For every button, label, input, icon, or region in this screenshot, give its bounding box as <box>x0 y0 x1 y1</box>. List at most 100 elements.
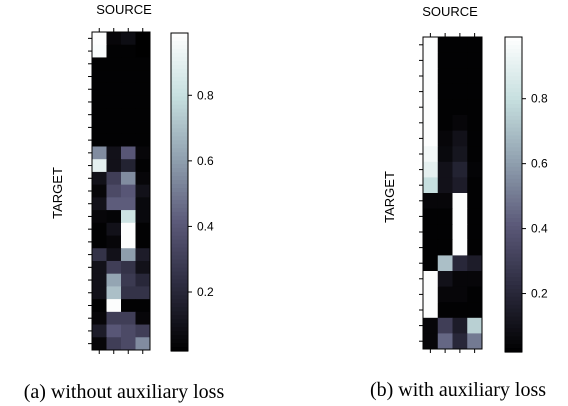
heatmap-cell <box>452 130 468 147</box>
colorbar-step <box>171 180 188 185</box>
heatmap-cell <box>92 82 107 96</box>
colorbar-step <box>505 123 522 129</box>
heatmap-cell <box>467 83 483 100</box>
heatmap-cell <box>92 184 107 198</box>
heatmap-cell <box>135 82 151 96</box>
heatmap-cell <box>423 177 439 194</box>
colorbar-step <box>171 176 188 181</box>
heatmap-cell <box>92 210 107 224</box>
heatmap-cell <box>106 171 122 186</box>
heatmap-cell <box>92 171 107 186</box>
heatmap-cell <box>121 337 136 351</box>
heatmap-cell <box>423 37 439 53</box>
colorbar-step <box>505 44 522 50</box>
colorbar-step <box>171 255 188 261</box>
heatmap-cell <box>135 146 151 160</box>
colorbar-tick-label: 0.8 <box>197 88 214 102</box>
colorbar-step <box>171 140 188 145</box>
colorbar-step <box>171 108 188 114</box>
colorbar-step <box>505 159 522 164</box>
colorbar-step <box>505 257 522 263</box>
colorbar-step <box>171 144 188 149</box>
colorbar-step <box>505 316 522 322</box>
heatmap-cell <box>92 121 107 135</box>
heatmap-cell <box>437 193 453 209</box>
heatmap-cell <box>106 248 122 262</box>
colorbar-step <box>171 120 188 126</box>
heatmap-cell <box>452 52 468 69</box>
heatmap-cell <box>92 260 107 275</box>
colorbar-tick-label: 0.6 <box>197 154 214 168</box>
colorbar-step <box>505 292 522 298</box>
heatmap-cell <box>121 184 136 198</box>
heatmap-cell <box>106 44 122 58</box>
colorbar-tick-label: 0.4 <box>531 222 548 236</box>
subfigure-caption: (a) without auxiliary loss <box>24 381 225 403</box>
heatmap-cell <box>106 273 122 287</box>
colorbar-step <box>505 64 522 70</box>
heatmap-cell <box>121 82 136 96</box>
colorbar-step <box>505 111 522 117</box>
colorbar-step <box>171 283 188 289</box>
colorbar-step <box>171 235 188 241</box>
colorbar-step <box>505 320 522 326</box>
colorbar-step <box>171 72 188 78</box>
colorbar-step <box>171 44 188 50</box>
heatmap-cell <box>106 210 122 224</box>
heatmap-cell <box>121 32 136 46</box>
heatmap-cell <box>423 193 439 209</box>
heatmap-cell <box>423 68 439 85</box>
colorbar-step <box>505 80 522 85</box>
heatmap-cell <box>452 177 468 194</box>
colorbar-step <box>505 96 522 101</box>
colorbar-step <box>171 315 188 320</box>
heatmap-cell <box>437 161 453 178</box>
heatmap-cell <box>467 255 483 272</box>
heatmap-cell <box>437 68 453 85</box>
colorbar-step <box>171 287 188 292</box>
colorbar-step <box>171 239 188 245</box>
heatmap-cell <box>437 83 453 100</box>
colorbar-step <box>171 251 188 257</box>
colorbar-step <box>171 156 188 161</box>
colorbar-step <box>171 52 188 58</box>
colorbar-step <box>505 222 522 227</box>
heatmap-cell <box>106 184 122 198</box>
heatmap-cell <box>452 255 468 272</box>
colorbar-step <box>171 299 188 304</box>
heatmap-cell <box>135 133 151 147</box>
colorbar-step <box>171 88 188 94</box>
colorbar-step <box>505 115 522 121</box>
heatmap-cell <box>121 57 136 71</box>
x-axis-label: SOURCE <box>96 2 152 17</box>
heatmap-cell <box>423 317 439 334</box>
colorbar-step <box>505 72 522 77</box>
heatmap-cell <box>423 208 439 225</box>
heatmap-ticks <box>419 33 476 353</box>
heatmap-cell <box>92 108 107 122</box>
colorbar-step <box>505 84 522 89</box>
heatmap-cell <box>121 286 136 300</box>
heatmap-cell <box>437 333 453 350</box>
colorbar-step <box>505 190 522 196</box>
heatmap-cell <box>106 108 122 122</box>
colorbar-step <box>171 347 188 352</box>
heatmap-cell <box>121 70 136 84</box>
heatmap-cell <box>423 302 439 319</box>
colorbar-step <box>505 107 522 113</box>
colorbar-step <box>171 80 188 86</box>
colorbar-step <box>505 210 522 215</box>
colorbar-step <box>171 303 188 308</box>
heatmap-cell <box>135 248 151 262</box>
colorbar-step <box>505 119 522 125</box>
heatmap-cell <box>121 248 136 262</box>
heatmap-cell <box>452 99 468 116</box>
heatmap-cell <box>92 146 107 160</box>
colorbar-step <box>505 151 522 156</box>
colorbar-step <box>505 127 522 133</box>
heatmap-cell <box>467 161 483 178</box>
colorbar-step <box>171 323 188 328</box>
heatmap-cell <box>423 286 439 303</box>
colorbar-step <box>505 76 522 81</box>
colorbar-step <box>505 348 522 353</box>
